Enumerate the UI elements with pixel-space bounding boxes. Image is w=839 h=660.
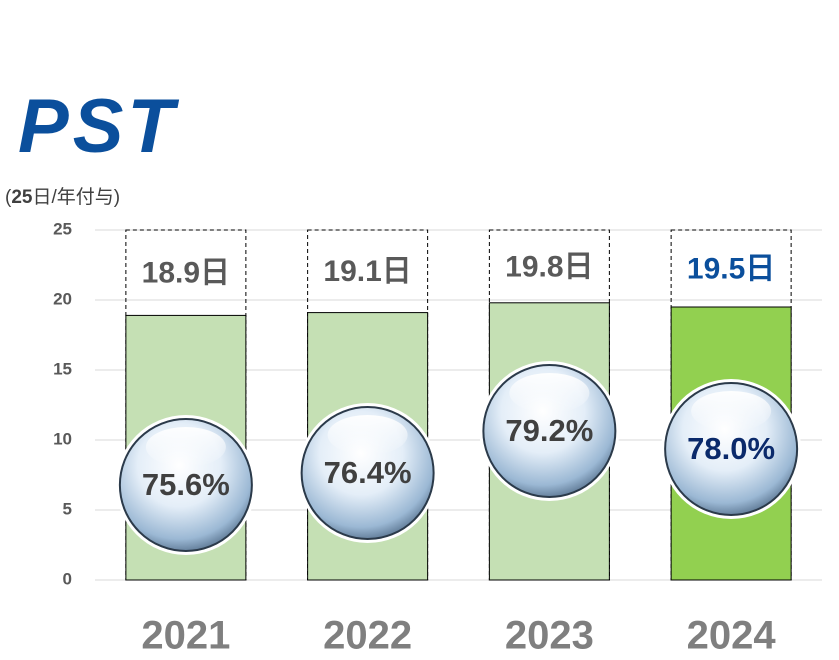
rate-label: 79.2% xyxy=(505,413,593,448)
logo: PST xyxy=(18,84,179,169)
rate-label: 76.4% xyxy=(324,455,412,490)
x-tick-label: 2024 xyxy=(687,614,777,658)
unit-open: ( xyxy=(5,187,12,208)
y-tick-label: 15 xyxy=(53,359,72,378)
unit-label: (25日/年付与) xyxy=(5,186,120,208)
rate-bubble xyxy=(479,361,620,501)
unit-rest: 日/年付与) xyxy=(32,186,120,208)
x-tick-label: 2021 xyxy=(141,614,230,658)
rate-bubble xyxy=(297,403,438,543)
y-tick-label: 20 xyxy=(53,289,72,308)
bubble-shine xyxy=(691,391,772,431)
rate-bubble xyxy=(115,415,256,555)
value-label: 18.9日 xyxy=(142,257,230,290)
y-tick-label: 5 xyxy=(63,499,72,518)
y-tick-label: 25 xyxy=(53,219,72,238)
y-tick-label: 0 xyxy=(63,569,72,588)
x-tick-label: 2023 xyxy=(505,614,594,658)
bubble-shine xyxy=(327,415,408,455)
value-label: 19.8日 xyxy=(505,250,593,283)
value-label: 19.1日 xyxy=(323,255,411,288)
value-label: 19.5日 xyxy=(687,252,775,285)
rate-bubble xyxy=(661,379,802,519)
y-tick-label: 10 xyxy=(53,429,72,448)
bubble-shine xyxy=(145,427,226,467)
bubble-shine xyxy=(509,373,590,413)
rate-label: 75.6% xyxy=(142,467,230,502)
allotment: 25 xyxy=(11,187,33,208)
rate-label: 78.0% xyxy=(687,431,775,466)
x-tick-label: 2022 xyxy=(323,614,412,658)
